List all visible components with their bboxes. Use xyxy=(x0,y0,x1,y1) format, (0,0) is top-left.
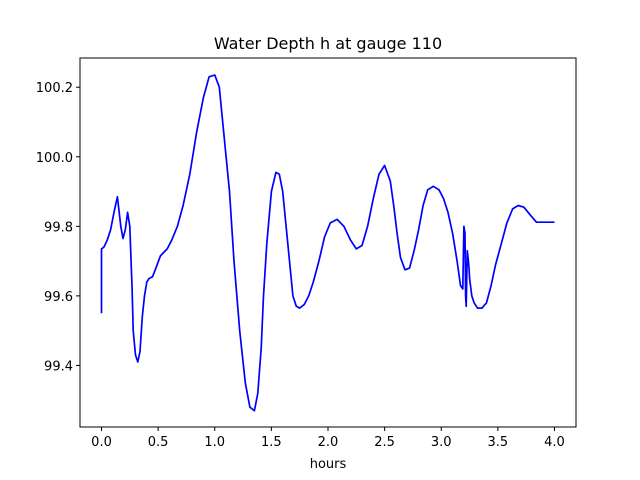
x-tick-label: 2.0 xyxy=(318,435,339,450)
y-tick-label: 99.4 xyxy=(44,359,73,374)
y-tick-label: 100.2 xyxy=(36,81,73,96)
x-tick-label: 0.0 xyxy=(91,435,112,450)
x-axis: 0.0 0.5 1.0 1.5 2.0 2.5 3.0 3.5 4.0 xyxy=(91,427,565,450)
x-tick-label: 3.5 xyxy=(488,435,509,450)
y-axis: 99.4 99.6 99.8 100.0 100.2 xyxy=(36,81,80,374)
chart-title: Water Depth h at gauge 110 xyxy=(214,34,442,53)
x-tick-label: 0.5 xyxy=(148,435,169,450)
y-tick-label: 99.8 xyxy=(44,220,73,235)
x-tick-label: 1.5 xyxy=(261,435,282,450)
plot-area xyxy=(100,74,555,412)
x-tick-label: 4.0 xyxy=(544,435,565,450)
x-axis-label: hours xyxy=(310,457,347,472)
series-line-0 xyxy=(100,74,555,412)
x-tick-label: 2.5 xyxy=(374,435,395,450)
x-tick-label: 1.0 xyxy=(204,435,225,450)
y-tick-label: 100.0 xyxy=(36,151,73,166)
x-tick-label: 3.0 xyxy=(431,435,452,450)
y-tick-label: 99.6 xyxy=(44,290,73,305)
